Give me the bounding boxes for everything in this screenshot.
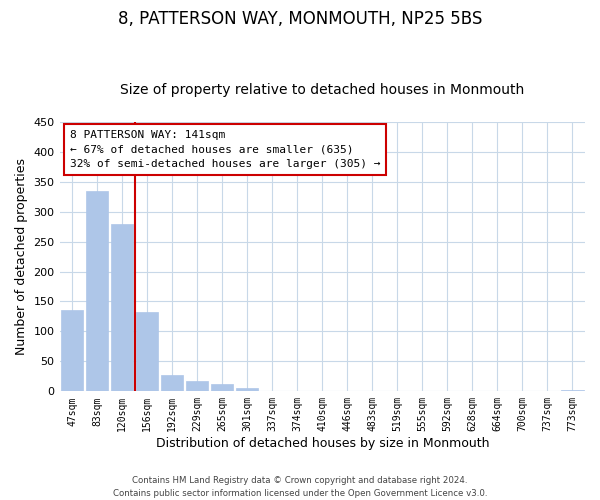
X-axis label: Distribution of detached houses by size in Monmouth: Distribution of detached houses by size … [155,437,489,450]
Text: 8 PATTERSON WAY: 141sqm
← 67% of detached houses are smaller (635)
32% of semi-d: 8 PATTERSON WAY: 141sqm ← 67% of detache… [70,130,380,170]
Text: Contains HM Land Registry data © Crown copyright and database right 2024.
Contai: Contains HM Land Registry data © Crown c… [113,476,487,498]
Bar [161,375,184,392]
Text: 8, PATTERSON WAY, MONMOUTH, NP25 5BS: 8, PATTERSON WAY, MONMOUTH, NP25 5BS [118,10,482,28]
Bar [111,224,133,392]
Title: Size of property relative to detached houses in Monmouth: Size of property relative to detached ho… [120,83,524,97]
Bar [136,312,158,392]
Bar [236,388,259,392]
Bar [86,190,109,392]
Bar [211,384,233,392]
Y-axis label: Number of detached properties: Number of detached properties [15,158,28,355]
Bar [186,380,208,392]
Bar [561,390,584,392]
Bar [61,310,83,392]
